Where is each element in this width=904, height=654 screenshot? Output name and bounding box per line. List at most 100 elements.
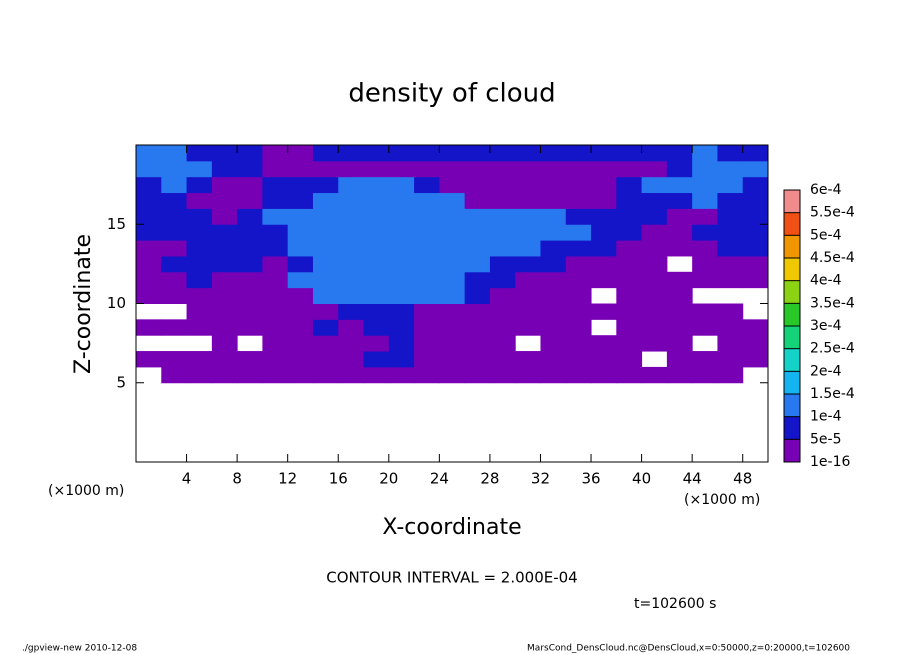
x-unit-label: (×1000 m) bbox=[48, 483, 124, 499]
cell bbox=[666, 287, 693, 304]
cell bbox=[262, 192, 289, 209]
colorbar-label: 1.5e-4 bbox=[810, 386, 855, 402]
cell bbox=[489, 224, 516, 241]
x-unit-label: (×1000 m) bbox=[684, 492, 760, 508]
cell bbox=[591, 192, 617, 209]
cell bbox=[742, 208, 769, 225]
cell bbox=[312, 319, 339, 336]
cell bbox=[338, 176, 365, 194]
cell bbox=[591, 335, 617, 352]
cell bbox=[136, 287, 162, 304]
cell bbox=[312, 208, 339, 225]
x-tick-label: 48 bbox=[733, 470, 752, 488]
cell bbox=[666, 366, 693, 384]
cell bbox=[616, 176, 643, 194]
colorbar-swatch bbox=[784, 416, 800, 440]
cell bbox=[641, 208, 668, 225]
cell bbox=[312, 255, 339, 273]
colorbar-label: 5e-4 bbox=[810, 227, 842, 243]
cell bbox=[666, 176, 693, 194]
cell bbox=[565, 287, 592, 304]
cell bbox=[742, 160, 769, 178]
cell bbox=[565, 271, 592, 289]
x-tick-label: 12 bbox=[278, 470, 297, 488]
cell bbox=[237, 287, 263, 304]
cell bbox=[237, 271, 263, 289]
cell bbox=[666, 192, 693, 209]
cell bbox=[388, 335, 415, 352]
cell bbox=[388, 303, 415, 320]
footer-right: MarsCond_DensCloud.nc@DensCloud,x=0:5000… bbox=[527, 644, 850, 654]
cell bbox=[717, 224, 744, 241]
colorbar-label: 5e-5 bbox=[810, 431, 841, 447]
colorbar-swatch bbox=[784, 212, 800, 236]
cell bbox=[338, 192, 365, 209]
cell bbox=[515, 271, 541, 289]
cell bbox=[439, 208, 466, 225]
cell bbox=[262, 176, 289, 194]
cell bbox=[312, 224, 339, 241]
cell bbox=[363, 351, 390, 368]
cell bbox=[515, 255, 541, 273]
cell bbox=[489, 255, 516, 273]
cell bbox=[565, 303, 592, 320]
cell bbox=[616, 366, 643, 384]
colorbar-label: 4e-4 bbox=[810, 273, 842, 289]
cell bbox=[489, 192, 516, 209]
cell bbox=[388, 287, 415, 304]
colorbar-label: 3.5e-4 bbox=[810, 295, 855, 311]
cell bbox=[262, 255, 289, 273]
y-axis-label: Z-coordinate bbox=[71, 234, 96, 374]
x-tick-label: 4 bbox=[182, 470, 192, 488]
cell bbox=[515, 319, 541, 336]
cell bbox=[641, 255, 668, 273]
cell bbox=[489, 240, 516, 257]
cell bbox=[540, 287, 567, 304]
cell bbox=[489, 303, 516, 320]
cell bbox=[565, 351, 592, 368]
cell bbox=[565, 208, 592, 225]
cell bbox=[414, 224, 440, 241]
cell bbox=[388, 351, 415, 368]
cell bbox=[565, 145, 592, 162]
cell bbox=[338, 224, 365, 241]
cell bbox=[136, 176, 162, 194]
cell bbox=[692, 160, 718, 178]
cell bbox=[692, 366, 718, 384]
cell bbox=[591, 351, 617, 368]
x-tick-label: 20 bbox=[379, 470, 398, 488]
cell bbox=[237, 319, 263, 336]
cell bbox=[388, 255, 415, 273]
cell bbox=[692, 319, 718, 336]
cell bbox=[641, 240, 668, 257]
cell bbox=[211, 208, 238, 225]
cell bbox=[616, 335, 643, 352]
cell bbox=[414, 303, 440, 320]
cell bbox=[540, 271, 567, 289]
cell bbox=[439, 160, 466, 178]
y-tick-label: 15 bbox=[107, 215, 126, 233]
colorbar-swatch bbox=[784, 394, 800, 417]
colorbar-swatch bbox=[784, 326, 800, 349]
cell bbox=[287, 208, 314, 225]
x-tick-label: 36 bbox=[581, 470, 600, 488]
cell bbox=[237, 176, 263, 194]
cell bbox=[717, 176, 744, 194]
cell bbox=[338, 366, 365, 384]
cell bbox=[692, 224, 718, 241]
cell bbox=[363, 335, 390, 352]
cell bbox=[262, 366, 289, 384]
cell bbox=[616, 240, 643, 257]
cell bbox=[717, 335, 744, 352]
cell bbox=[262, 271, 289, 289]
cell bbox=[439, 303, 466, 320]
cell bbox=[287, 240, 314, 257]
cell bbox=[692, 240, 718, 257]
cell bbox=[565, 192, 592, 209]
cell bbox=[388, 176, 415, 194]
cell bbox=[616, 255, 643, 273]
cell bbox=[211, 160, 238, 178]
cell bbox=[363, 145, 390, 162]
cell bbox=[666, 319, 693, 336]
cell bbox=[211, 319, 238, 336]
